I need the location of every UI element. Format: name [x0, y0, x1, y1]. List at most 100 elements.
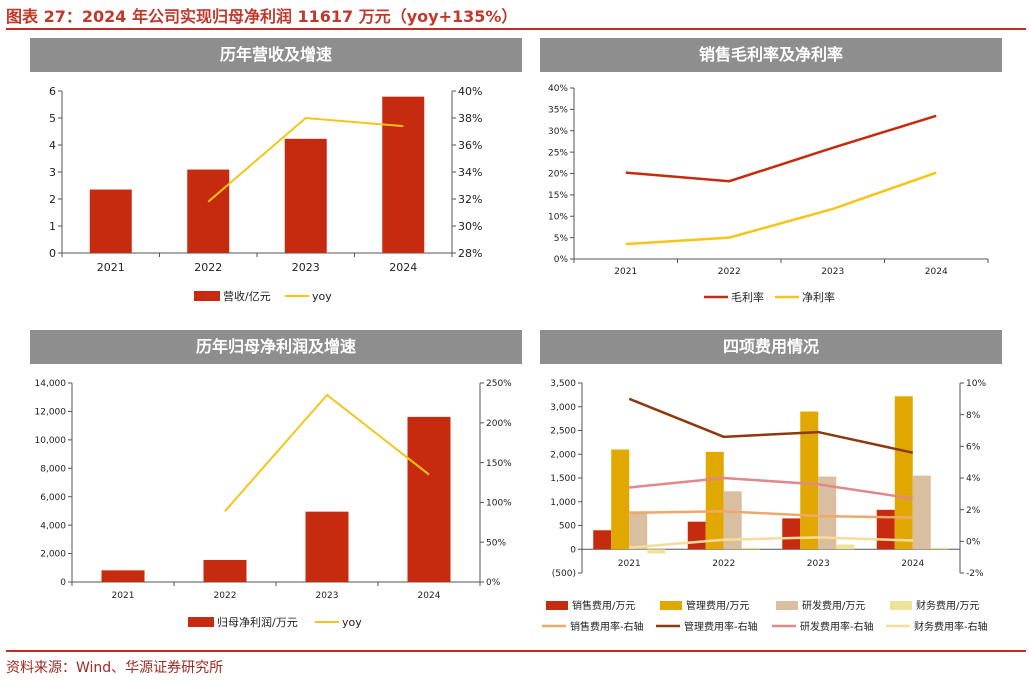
revenue-y-tick-label: 2: [49, 193, 56, 206]
net-profit-y2-tick-label: 50%: [486, 538, 506, 548]
expenses-y2-tick-label: 6%: [966, 442, 981, 452]
margins-y-tick-label: 15%: [548, 191, 568, 201]
expenses-x-tick-label: 2023: [807, 559, 830, 569]
expenses-line-1: [628, 397, 914, 454]
margins-y-tick-label: 0%: [554, 255, 569, 265]
expenses-x-tick-label: 2022: [712, 559, 735, 569]
panel-title-revenue: 历年营收及增速: [30, 38, 522, 72]
net-profit-bar-2022: [203, 559, 247, 582]
revenue-legend-bar-swatch: [194, 291, 220, 301]
panel-title-margins: 销售毛利率及净利率: [540, 38, 1002, 72]
revenue-y2-tick-label: 40%: [458, 85, 482, 98]
revenue-y2-tick-label: 38%: [458, 112, 482, 125]
revenue-x-tick-label: 2023: [292, 261, 320, 274]
net-profit-y-tick-label: 14,000: [35, 379, 67, 389]
revenue-x-tick-label: 2024: [389, 261, 417, 274]
expenses-y-tick-label: 2,000: [550, 450, 576, 460]
expenses-y-tick-label: 1,500: [550, 474, 576, 484]
net-profit-bar-2024: [407, 416, 451, 582]
net-profit-y-tick-label: 12,000: [35, 408, 67, 418]
margins-line-gross: [625, 114, 937, 183]
expenses-y2-tick-label: 2%: [966, 506, 981, 516]
expenses-y-tick-label: 2,500: [550, 427, 576, 437]
revenue-bar-2023: [284, 138, 327, 253]
revenue-y2-tick-label: 32%: [458, 193, 482, 206]
margins-x-tick-label: 2023: [821, 267, 844, 277]
net-profit-legend-bar-label: 归母净利润/万元: [217, 615, 298, 629]
margins-legend-net-label: 净利率: [802, 290, 835, 304]
expenses-bar-2-2024: [912, 475, 931, 550]
revenue-bar-2021: [89, 189, 132, 253]
expenses-y-tick-label: 3,500: [550, 379, 576, 389]
source-note: 资料来源：Wind、华源证券研究所: [6, 660, 224, 676]
margins-y-tick-label: 25%: [548, 148, 568, 158]
expenses-x-tick-label: 2021: [618, 559, 641, 569]
margins-y-tick-label: 5%: [554, 234, 569, 244]
revenue-legend-bar-label: 营收/亿元: [223, 289, 271, 303]
panel-title-expenses: 四项费用情况: [540, 330, 1002, 364]
net-profit-y-tick-label: 10,000: [35, 436, 67, 446]
revenue-yoy-line: [207, 116, 404, 203]
net-profit-y2-tick-label: 0%: [486, 578, 501, 588]
expenses-y-tick-label: 0: [570, 545, 576, 555]
net-profit-legend-bar-swatch: [188, 617, 214, 627]
expenses-legend-bar-swatch-2: [776, 601, 798, 610]
net-profit-y-tick-label: 0: [60, 578, 66, 588]
top-rule: [6, 28, 1026, 30]
expenses-legend-bar-label-0: 销售费用/万元: [572, 599, 635, 612]
net-profit-y2-tick-label: 200%: [486, 419, 512, 429]
margins-x-tick-label: 2024: [925, 267, 948, 277]
expenses-y2-tick-label: -2%: [966, 569, 984, 579]
expenses-bar-0-2024: [876, 509, 895, 550]
margins-x-tick-label: 2022: [718, 267, 741, 277]
expenses-y-tick-label: 1,000: [550, 498, 576, 508]
expenses-legend-bar-label-3: 财务费用/万元: [916, 599, 979, 612]
net-profit-y-tick-label: 4,000: [40, 521, 66, 531]
expenses-line-3: [629, 536, 913, 549]
net-profit-bar-2021: [101, 570, 145, 582]
revenue-y-tick-label: 3: [49, 166, 56, 179]
margins-y-tick-label: 35%: [548, 106, 568, 116]
expenses-bar-0-2022: [687, 521, 706, 550]
net-profit-y-tick-label: 2,000: [40, 550, 66, 560]
bottom-rule: [6, 650, 1026, 652]
expenses-y-tick-label: 3,000: [550, 403, 576, 413]
expenses-bar-2-2023: [818, 476, 837, 550]
expenses-line-2: [629, 476, 913, 500]
revenue-x-tick-label: 2022: [194, 261, 222, 274]
expenses-legend-bar-label-2: 研发费用/万元: [802, 599, 865, 612]
margins-y-tick-label: 40%: [548, 84, 568, 94]
margins-legend-gross-label: 毛利率: [731, 290, 764, 304]
expenses-bar-3-2024: [930, 547, 949, 550]
revenue-bar-2024: [382, 96, 425, 253]
figure-title: 图表 27：2024 年公司实现归母净利润 11617 万元（yoy+135%）: [6, 7, 518, 26]
expenses-legend-bar-swatch-1: [660, 601, 682, 610]
revenue-x-tick-label: 2021: [97, 261, 125, 274]
margins-y-tick-label: 30%: [548, 127, 568, 137]
net-profit-y-tick-label: 8,000: [40, 464, 66, 474]
net-profit-y-tick-label: 6,000: [40, 493, 66, 503]
net-profit-yoy-line: [224, 393, 430, 512]
revenue-y2-tick-label: 36%: [458, 139, 482, 152]
expenses-legend-line-label-1: 管理费用率-右轴: [684, 620, 758, 633]
margins-line-net: [625, 171, 937, 246]
expenses-bar-3-2022: [741, 547, 760, 550]
net-profit-bar-2023: [305, 511, 349, 582]
revenue-legend-line-label: yoy: [312, 290, 332, 303]
expenses-legend-bar-swatch-0: [546, 601, 568, 610]
expenses-bar-1-2024: [894, 396, 913, 550]
net-profit-x-tick-label: 2022: [214, 591, 237, 601]
revenue-y-tick-label: 5: [49, 112, 56, 125]
expenses-line-0: [629, 509, 913, 519]
expenses-legend-bar-label-1: 管理费用/万元: [686, 599, 749, 612]
expenses-x-tick-label: 2024: [901, 559, 924, 569]
expenses-y2-tick-label: 4%: [966, 474, 981, 484]
net-profit-x-tick-label: 2024: [418, 591, 441, 601]
net-profit-x-tick-label: 2023: [316, 591, 339, 601]
expenses-bar-2-2021: [629, 511, 648, 550]
expenses-bar-0-2021: [593, 530, 612, 550]
expenses-bar-1-2022: [705, 451, 724, 550]
expenses-legend-bar-swatch-3: [890, 601, 912, 610]
expenses-y2-tick-label: 10%: [966, 379, 986, 389]
